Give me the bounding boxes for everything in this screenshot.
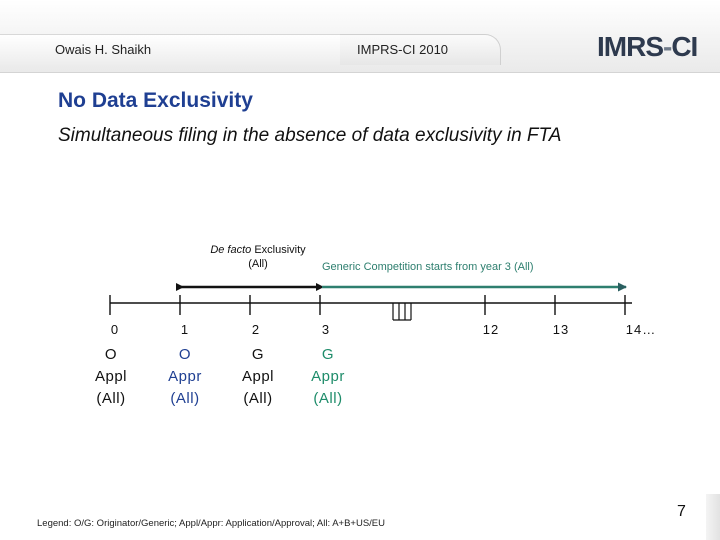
logo-main-text: IMRS	[597, 31, 664, 62]
defacto-rest-text: Exclusivity	[254, 244, 306, 256]
event-originator-approval: O Appr (All)	[145, 344, 225, 410]
legend-text: Legend: O/G: Originator/Generic; Appl/Ap…	[37, 518, 385, 529]
tick-label-year-3: 3	[321, 322, 331, 337]
event-line: O	[178, 346, 192, 363]
event-line: (All)	[170, 390, 200, 407]
conference-name: IMPRS-CI 2010	[357, 42, 449, 57]
generic-competition-label: Generic Competition starts from year 3 (…	[322, 261, 534, 273]
logo-dash: -	[663, 31, 672, 62]
event-line: G	[321, 346, 335, 363]
event-generic-approval: G Appr (All)	[288, 344, 368, 410]
event-line: (All)	[313, 390, 343, 407]
page-number: 7	[677, 503, 686, 520]
event-generic-application: G Appl (All)	[218, 344, 298, 410]
event-line: G	[251, 346, 265, 363]
defacto-italic-text: De facto	[210, 244, 252, 256]
event-line: Appr	[311, 368, 345, 385]
slide-title: No Data Exclusivity	[58, 89, 253, 112]
event-line: (All)	[96, 390, 126, 407]
event-originator-application: O Appl (All)	[71, 344, 151, 410]
event-line: Appl	[241, 368, 275, 385]
tick-label-year-12: 12	[482, 322, 500, 337]
tick-label-year-2: 2	[251, 322, 261, 337]
event-line: O	[104, 346, 118, 363]
slide-subtitle: Simultaneous filing in the absence of da…	[58, 125, 562, 146]
header-tab-author	[0, 34, 360, 65]
imrs-ci-logo: IMRS-CI	[597, 31, 698, 63]
tick-label-year-13: 13	[552, 322, 570, 337]
defacto-all-text: (All)	[248, 258, 268, 270]
axis-break-marks	[392, 303, 412, 321]
event-line: Appl	[94, 368, 128, 385]
tick-label-year-0: 0	[110, 322, 120, 337]
logo-tail-text: CI	[671, 31, 698, 62]
author-name: Owais H. Shaikh	[55, 42, 152, 57]
event-line: Appr	[168, 368, 202, 385]
defacto-exclusivity-label: De facto Exclusivity (All)	[170, 243, 346, 271]
event-line: (All)	[243, 390, 273, 407]
tick-label-year-14: 14…	[625, 322, 657, 337]
header-tab-conference	[340, 34, 501, 65]
tick-label-year-1: 1	[180, 322, 190, 337]
corner-decoration	[706, 494, 720, 540]
